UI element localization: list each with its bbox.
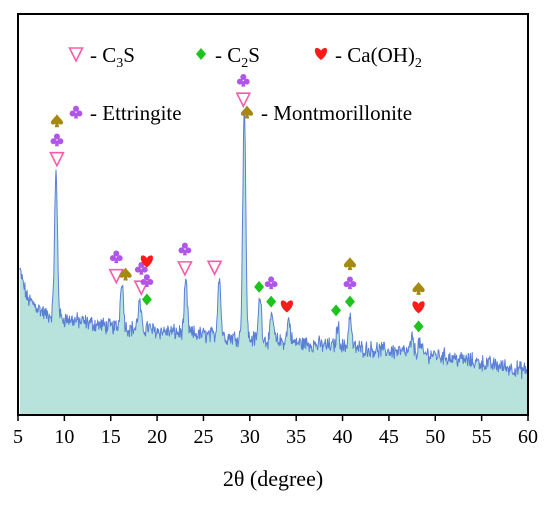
marker-caoh2-icon bbox=[140, 255, 154, 268]
marker-c2s-icon bbox=[331, 304, 342, 317]
plot-area bbox=[19, 110, 528, 415]
marker-stack bbox=[206, 260, 223, 277]
marker-stack bbox=[254, 280, 265, 293]
legend-label: - Ca(OH)2 bbox=[335, 43, 422, 71]
x-tick-label: 25 bbox=[193, 426, 213, 448]
marker-c2s-icon bbox=[413, 320, 424, 333]
marker-ettringite-icon bbox=[69, 105, 83, 119]
x-tick-label: 30 bbox=[240, 426, 260, 448]
marker-c3s-icon bbox=[206, 260, 223, 277]
diffraction-fill bbox=[19, 110, 528, 415]
marker-stack bbox=[235, 73, 252, 108]
legend-item-caoh2: - Ca(OH)2 bbox=[314, 43, 422, 71]
legend: - C3S - C2S - Ca(OH)2 - Ettringite - Montmor… bbox=[68, 43, 422, 125]
marker-stack bbox=[343, 257, 357, 308]
plot-frame bbox=[17, 13, 529, 416]
marker-ettringite-icon bbox=[134, 261, 148, 275]
marker-c2s-icon bbox=[344, 295, 355, 308]
marker-caoh2-icon bbox=[280, 300, 294, 313]
marker-montmorillonite-icon bbox=[412, 281, 425, 295]
x-tick-label: 60 bbox=[518, 426, 538, 448]
marker-stack bbox=[49, 114, 65, 168]
legend-label: - C3S bbox=[90, 43, 135, 71]
legend-item-montmorillonite: - Montmorillonite bbox=[240, 101, 412, 125]
marker-c2s-icon bbox=[196, 48, 206, 60]
legend-item-c2s: - C2S bbox=[196, 43, 260, 71]
x-tick-label: 40 bbox=[333, 426, 353, 448]
marker-stack bbox=[177, 242, 193, 277]
marker-c3s-icon bbox=[177, 261, 193, 277]
x-axis: 5 10 15 20 25 30 35 40 45 50 55 60 bbox=[13, 415, 538, 448]
marker-caoh2-icon bbox=[412, 301, 425, 314]
x-tick-label: 35 bbox=[286, 426, 306, 448]
x-tick-label: 5 bbox=[13, 426, 23, 448]
legend-item-c3s: - C3S bbox=[68, 43, 135, 71]
x-tick-label: 50 bbox=[425, 426, 445, 448]
marker-ettringite-icon bbox=[50, 133, 64, 147]
marker-c2s-icon bbox=[266, 295, 277, 308]
diffraction-line bbox=[19, 110, 528, 380]
x-axis-label: 2θ (degree) bbox=[223, 466, 323, 491]
legend-item-ettringite: - Ettringite bbox=[69, 101, 182, 125]
marker-stack bbox=[108, 250, 125, 285]
legend-label: - C2S bbox=[215, 43, 260, 71]
marker-c2s-icon bbox=[141, 293, 152, 306]
x-tick-label: 55 bbox=[472, 426, 492, 448]
marker-caoh2-icon bbox=[314, 47, 328, 60]
marker-ettringite-icon bbox=[343, 276, 357, 290]
marker-c3s-icon bbox=[49, 151, 65, 168]
marker-montmorillonite-icon bbox=[119, 267, 132, 281]
marker-stack bbox=[119, 267, 132, 281]
marker-montmorillonite-icon bbox=[50, 114, 64, 128]
x-tick-label: 45 bbox=[379, 426, 399, 448]
marker-ettringite-icon bbox=[264, 276, 278, 290]
phase-markers bbox=[49, 73, 425, 333]
marker-stack bbox=[140, 255, 154, 306]
marker-c3s-icon bbox=[235, 92, 252, 108]
marker-stack bbox=[412, 281, 425, 333]
marker-ettringite-icon bbox=[109, 250, 123, 264]
marker-montmorillonite-icon bbox=[343, 257, 357, 271]
marker-ettringite-icon bbox=[140, 274, 154, 287]
marker-c2s-icon bbox=[254, 280, 265, 293]
marker-ettringite-icon bbox=[178, 242, 192, 256]
x-tick-label: 15 bbox=[101, 426, 121, 448]
legend-label: - Ettringite bbox=[90, 101, 182, 125]
x-tick-label: 10 bbox=[54, 426, 74, 448]
marker-montmorillonite-icon bbox=[240, 105, 254, 119]
x-tick-label: 20 bbox=[147, 426, 167, 448]
marker-stack bbox=[331, 304, 342, 317]
legend-label: - Montmorillonite bbox=[261, 101, 412, 125]
marker-stack bbox=[264, 276, 278, 308]
marker-stack bbox=[280, 300, 294, 313]
marker-ettringite-icon bbox=[236, 73, 250, 87]
marker-c3s-icon bbox=[68, 47, 84, 63]
